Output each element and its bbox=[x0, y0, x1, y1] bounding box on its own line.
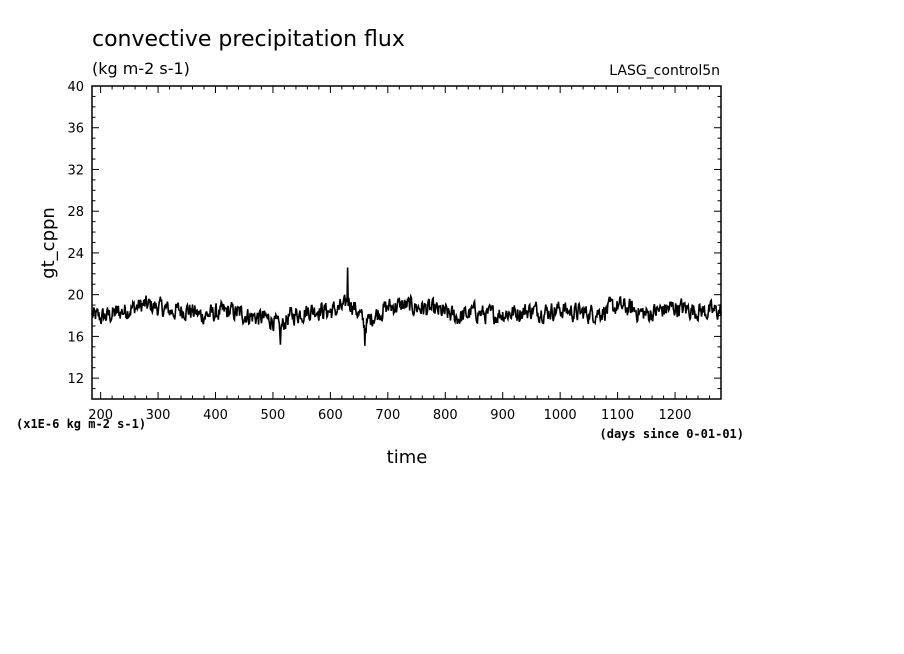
x-axis-label: time bbox=[387, 447, 428, 468]
x-tick-label: 1100 bbox=[601, 408, 634, 423]
x-tick-label: 1200 bbox=[658, 408, 691, 423]
y-tick-label: 40 bbox=[67, 80, 84, 95]
y-axis-label: gt_cppn bbox=[38, 207, 59, 279]
series-line bbox=[91, 267, 722, 346]
x-units-label: (days since 0-01-01) bbox=[600, 427, 745, 441]
y-tick-label: 36 bbox=[67, 122, 84, 137]
y-tick-label: 28 bbox=[67, 205, 84, 220]
x-tick-label: 900 bbox=[490, 408, 515, 423]
x-tick-label: 300 bbox=[146, 408, 171, 423]
y-multiplier-label: (x1E-6 kg m-2 s-1) bbox=[16, 417, 146, 431]
plot-border bbox=[91, 85, 722, 400]
x-tick-label: 500 bbox=[261, 408, 286, 423]
y-axis: 12 16 20 24 28 32 36 40 bbox=[67, 80, 721, 400]
x-tick-label: 700 bbox=[375, 408, 400, 423]
y-tick-label: 16 bbox=[67, 330, 84, 345]
x-tick-label: 200 bbox=[88, 408, 113, 423]
y-tick-label: 20 bbox=[67, 289, 84, 304]
plot-frame bbox=[91, 85, 722, 400]
x-tick-label: 800 bbox=[433, 408, 458, 423]
x-axis: 200 300 400 500 600 700 800 900 1000 1100 1200 bbox=[88, 86, 722, 423]
chart-title: convective precipitation flux bbox=[92, 27, 405, 52]
y-tick-label: 32 bbox=[67, 163, 84, 178]
y-tick-label: 24 bbox=[67, 247, 84, 262]
x-tick-label: 400 bbox=[203, 408, 228, 423]
x-tick-label: 1000 bbox=[544, 408, 577, 423]
x-tick-label: 600 bbox=[318, 408, 343, 423]
chart-subtitle: (kg m-2 s-1) bbox=[92, 59, 190, 78]
y-tick-label: 12 bbox=[67, 372, 84, 387]
experiment-label: LASG_control5n bbox=[609, 63, 720, 79]
